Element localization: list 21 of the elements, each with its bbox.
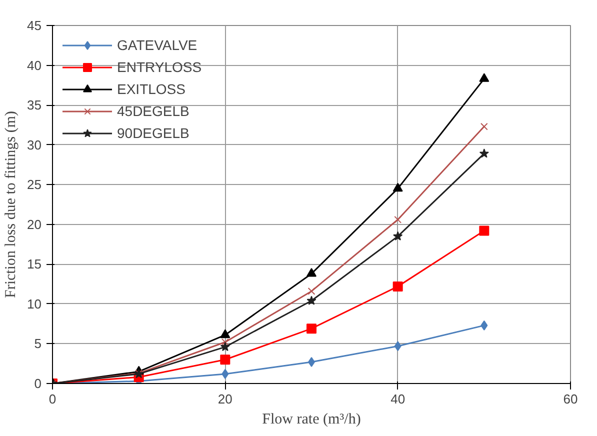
legend-label: GATEVALVE [117,37,198,53]
y-tick-label: 5 [34,336,42,352]
legend-label: 45DEGELB [117,103,190,119]
x-tick-label: 0 [48,392,56,406]
y-axis-title: Friction loss due to fittings (m) [3,110,20,298]
y-tick-label: 0 [34,376,42,391]
y-tick-label: 25 [27,177,42,192]
y-tick-label: 45 [27,18,42,33]
x-tick-label: 20 [218,392,232,406]
x-tick-label: 40 [390,392,406,406]
legend-label: EXITLOSS [117,81,186,97]
x-axis-title: Flow rate (m³/h) [262,412,361,428]
y-tick-label: 15 [27,256,42,272]
y-tick-label: 40 [27,58,42,73]
y-tick-label: 30 [27,137,42,152]
y-tick-label: 10 [27,296,42,312]
y-tick-label: 20 [27,216,42,232]
legend-label: ENTRYLOSS [117,59,202,75]
y-tick-label: 35 [27,98,42,113]
x-tick-label: 60 [563,392,578,406]
legend-label: 90DEGELB [117,125,190,141]
